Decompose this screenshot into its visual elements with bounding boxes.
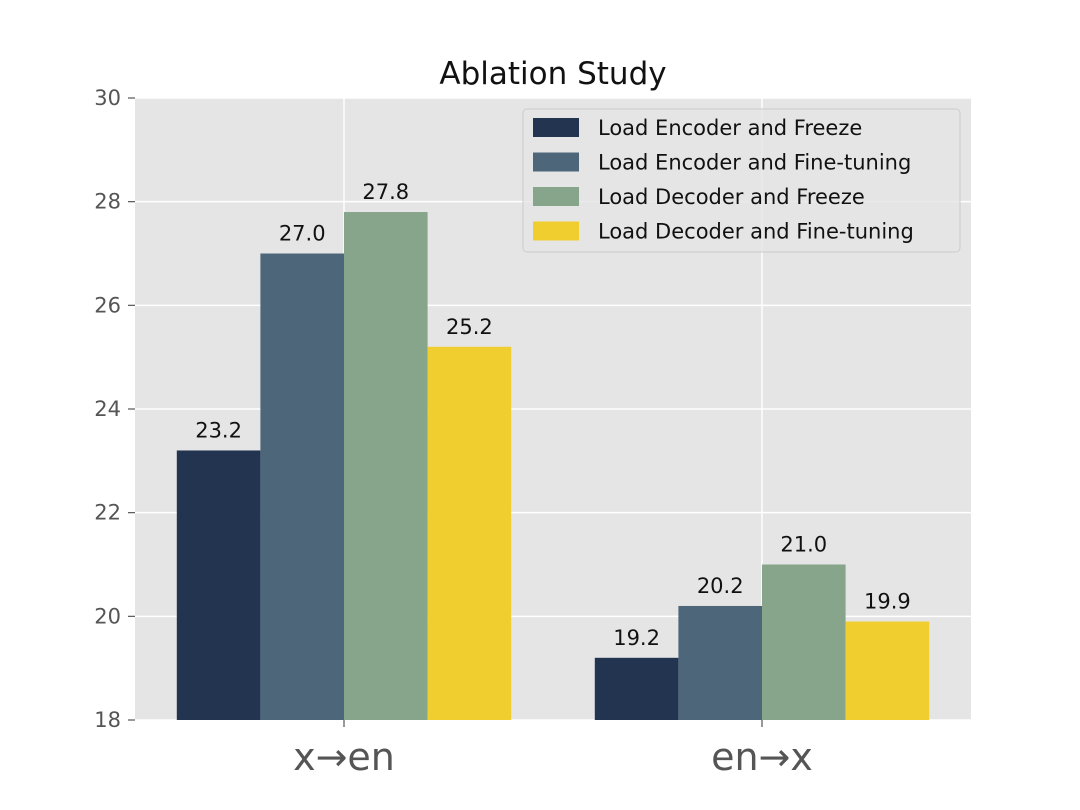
bar — [845, 621, 930, 720]
data-label: 25.2 — [446, 315, 493, 339]
bar — [678, 605, 762, 720]
bar — [762, 564, 846, 720]
axis-layer: 18 20 22 24 26 28 30 x→en en→x — [94, 86, 813, 779]
ytick-label: 28 — [94, 190, 121, 214]
chart-title: Ablation Study — [439, 56, 666, 92]
xtick-label: x→en — [293, 735, 395, 779]
legend-label: Load Encoder and Freeze — [598, 116, 862, 140]
bar — [344, 212, 428, 721]
data-label: 27.8 — [362, 180, 409, 204]
legend-swatch — [533, 187, 579, 206]
ytick-label: 30 — [94, 86, 121, 110]
legend-swatch — [533, 152, 579, 172]
data-label: 23.2 — [195, 418, 242, 442]
legend-label: Load Decoder and Fine-tuning — [598, 220, 914, 244]
ytick-label: 18 — [94, 708, 121, 732]
bars-layer — [176, 212, 930, 721]
data-label: 21.0 — [780, 533, 827, 557]
data-label: 20.2 — [697, 574, 744, 598]
legend-swatch — [533, 221, 579, 241]
ytick-label: 22 — [94, 501, 121, 525]
legend-items: Load Encoder and Freeze Load Encoder and … — [533, 116, 914, 244]
legend: Load Encoder and Freeze Load Encoder and … — [522, 108, 961, 253]
data-label: 19.2 — [613, 626, 660, 650]
data-label: 27.0 — [279, 222, 326, 246]
bar — [427, 346, 512, 720]
legend-box — [522, 108, 961, 253]
legend-label: Load Decoder and Freeze — [598, 185, 865, 209]
legend-label: Load Encoder and Fine-tuning — [598, 151, 911, 175]
bar — [594, 657, 679, 720]
ytick-label: 24 — [94, 397, 121, 421]
data-label: 19.9 — [864, 590, 911, 614]
ytick-label: 20 — [94, 604, 121, 628]
ytick-label: 26 — [94, 293, 121, 317]
labels-layer: 23.2 19.2 27.0 20.2 27.8 21.0 25.2 19.9 — [195, 180, 911, 650]
legend-swatch — [533, 118, 579, 137]
bar — [260, 253, 344, 720]
xtick-label: en→x — [711, 735, 813, 779]
bar — [176, 450, 261, 720]
